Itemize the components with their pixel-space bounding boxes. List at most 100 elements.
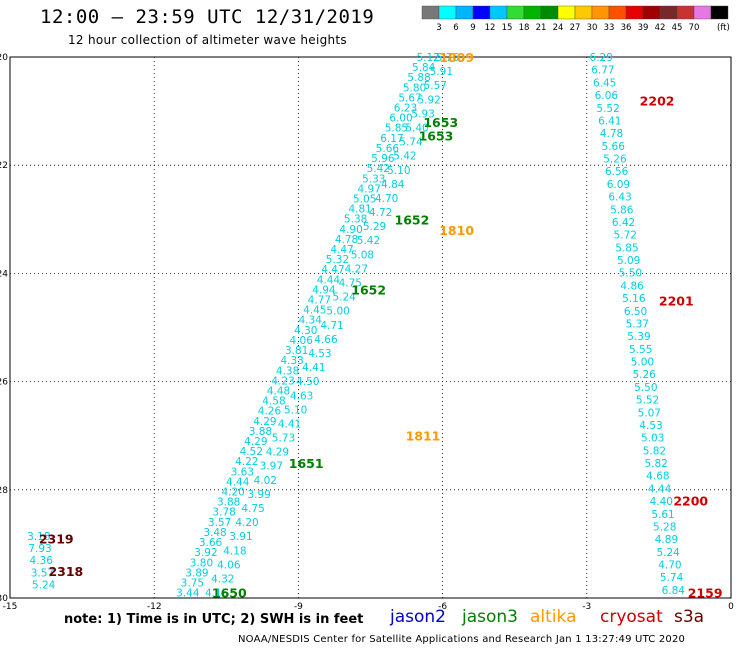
swh-value: 3.92 bbox=[194, 547, 217, 559]
swh-value: 4.47 bbox=[330, 244, 353, 256]
swh-value: 4.70 bbox=[375, 193, 398, 205]
colorbar-label: 27 bbox=[570, 23, 581, 33]
swh-value: 4.52 bbox=[240, 446, 263, 458]
swh-value: 3.78 bbox=[212, 507, 235, 519]
x-tick-label: -9 bbox=[294, 602, 303, 612]
swh-value: 3.57 bbox=[208, 517, 231, 529]
swh-value: 5.86 bbox=[610, 204, 634, 216]
swh-value: 4.89 bbox=[655, 534, 678, 546]
colorbar-swatch bbox=[421, 5, 440, 20]
swh-value: 5.26 bbox=[632, 369, 656, 381]
swh-value: 4.97 bbox=[358, 183, 381, 195]
swh-value: 6.56 bbox=[605, 166, 629, 178]
swh-value: 5.85 bbox=[385, 123, 408, 135]
swh-value: 5.00 bbox=[631, 357, 654, 369]
swh-value: 4.30 bbox=[294, 325, 317, 337]
swh-value: 5.37 bbox=[626, 318, 649, 330]
swh-value: 5.39 bbox=[627, 331, 650, 343]
swh-value: 3.91 bbox=[229, 531, 252, 543]
legend-jason2: jason2 bbox=[390, 607, 446, 627]
pass-time-label: 1651 bbox=[289, 456, 324, 471]
swh-value: 5.61 bbox=[651, 509, 674, 521]
swh-value: 6.42 bbox=[612, 217, 635, 229]
swh-value: 5.82 bbox=[643, 445, 666, 457]
swh-value: 4.44 bbox=[317, 274, 341, 286]
colorbar-swatch bbox=[625, 5, 644, 20]
swh-value: 4.15 bbox=[205, 588, 228, 600]
swh-value: 5.52 bbox=[596, 103, 619, 115]
colorbar-label: 24 bbox=[553, 23, 564, 33]
colorbar-swatch bbox=[591, 5, 610, 20]
swh-value: 4.58 bbox=[262, 396, 285, 408]
swh-value: 5.85 bbox=[615, 242, 638, 254]
colorbar-swatch bbox=[557, 5, 576, 20]
colorbar-label: 33 bbox=[604, 23, 615, 33]
pass-time-label: 1653 bbox=[423, 115, 458, 130]
swh-value: 4.77 bbox=[308, 295, 331, 307]
swh-value: 5.24 bbox=[656, 547, 680, 559]
swh-value: 5.50 bbox=[619, 268, 642, 280]
x-tick-label: -3 bbox=[582, 602, 591, 612]
colorbar-swatch bbox=[523, 5, 542, 20]
swh-value: 7.93 bbox=[28, 543, 51, 555]
swh-value: 3.97 bbox=[260, 461, 283, 473]
swh-value: 4.32 bbox=[211, 573, 234, 585]
pass-time-label: 1810 bbox=[439, 223, 474, 238]
swh-value: 5.24 bbox=[332, 292, 356, 304]
colorbar-swatch bbox=[642, 5, 661, 20]
swh-value: 5.09 bbox=[617, 255, 640, 267]
swh-value: 4.26 bbox=[258, 406, 282, 418]
colorbar-swatch bbox=[472, 5, 491, 20]
swh-value: 3.80 bbox=[190, 557, 213, 569]
swh-value: 5.96 bbox=[371, 153, 395, 165]
swh-value: 4.41 bbox=[302, 362, 325, 374]
swh-value: 4.78 bbox=[335, 234, 358, 246]
swh-value: 5.74 bbox=[660, 572, 684, 584]
swh-value: 3.88 bbox=[249, 426, 272, 438]
swh-value: 3.99 bbox=[247, 489, 270, 501]
swh-value: 4.70 bbox=[658, 560, 681, 572]
pass-time-label: 2159 bbox=[688, 586, 723, 601]
pass-time-label: 1811 bbox=[406, 429, 441, 444]
x-tick-label: -6 bbox=[438, 602, 447, 612]
swh-value: 4.22 bbox=[235, 456, 258, 468]
swh-value: 5.07 bbox=[638, 407, 661, 419]
footnote: note: 1) Time is in UTC; 2) SWH is in fe… bbox=[64, 612, 364, 627]
swh-value: 4.71 bbox=[320, 320, 343, 332]
swh-value: 4.86 bbox=[620, 280, 644, 292]
swh-value: 5.93 bbox=[411, 108, 434, 120]
swh-value: 5.72 bbox=[614, 230, 637, 242]
swh-value: 5.55 bbox=[629, 344, 652, 356]
colorbar-label: 12 bbox=[485, 23, 496, 33]
swh-value: 5.80 bbox=[403, 82, 426, 94]
colorbar-swatch bbox=[540, 5, 559, 20]
colorbar-swatch bbox=[455, 5, 474, 20]
swh-value: 5.67 bbox=[398, 92, 421, 104]
swh-value: 4.44 bbox=[226, 476, 250, 488]
colorbar-label: 18 bbox=[519, 23, 530, 33]
swh-value: 5.50 bbox=[634, 382, 657, 394]
pass-time-label: 1650 bbox=[212, 586, 247, 601]
swh-value: 5.76 bbox=[436, 52, 460, 64]
pass-time-label: 2318 bbox=[48, 564, 83, 579]
swh-value: 3.89 bbox=[185, 567, 208, 579]
swh-value: 5.42 bbox=[357, 235, 380, 247]
swh-value: 4.50 bbox=[296, 376, 319, 388]
swh-value: 4.33 bbox=[280, 355, 303, 367]
swh-value: 5.08 bbox=[351, 249, 374, 261]
swh-value: 5.10 bbox=[284, 404, 307, 416]
plot-frame bbox=[9, 56, 732, 599]
y-tick-label: -26 bbox=[0, 378, 8, 388]
swh-value: 4.29 bbox=[253, 416, 276, 428]
swh-value: 6.09 bbox=[607, 179, 630, 191]
swh-value: 4.36 bbox=[30, 555, 54, 567]
colorbar-label: 6 bbox=[453, 23, 458, 33]
swh-value: 4.94 bbox=[312, 284, 336, 296]
swh-value: 5.03 bbox=[641, 433, 664, 445]
swh-value: 3.18 bbox=[27, 531, 50, 543]
colorbar-swatch bbox=[608, 5, 627, 20]
legend-s3a: s3a bbox=[674, 607, 705, 627]
x-tick-label: -12 bbox=[147, 602, 162, 612]
swh-value: 4.68 bbox=[646, 471, 669, 483]
